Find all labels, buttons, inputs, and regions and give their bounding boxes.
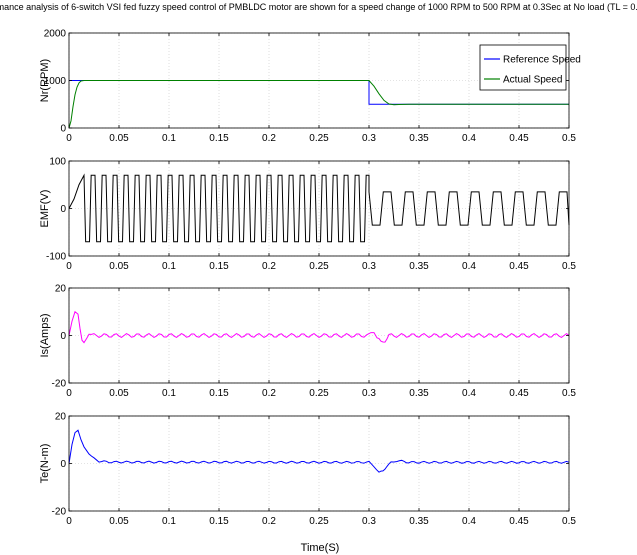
x-tick-label: 0.25 bbox=[309, 516, 329, 527]
legend-box bbox=[479, 44, 567, 91]
x-tick-label: 0.25 bbox=[309, 261, 329, 272]
y-tick-label: 20 bbox=[55, 412, 67, 423]
x-axis-label: Time(S) bbox=[301, 542, 340, 554]
y-tick-label: -20 bbox=[52, 507, 67, 518]
subplot-4: 0 0.05 0.1 0.15 0.2 0.25 0.3 0.35 0.4 0.45 0.5-200… bbox=[39, 412, 576, 528]
x-tick-label: 0.3 bbox=[362, 261, 376, 272]
x-tick-label: 0.45 bbox=[509, 388, 529, 399]
subplot-2: 0 0.05 0.1 0.15 0.2 0.25 0.3 0.35 0.4 0.45 0.5 -100… bbox=[39, 157, 576, 273]
x-tick-label: 0.15 bbox=[209, 261, 229, 272]
x-tick-label: 0.45 bbox=[509, 133, 529, 144]
x-tick-label: 0.35 bbox=[409, 516, 429, 527]
x-tick-label: 0.5 bbox=[562, 388, 576, 399]
y-tick-label: 0 bbox=[60, 124, 66, 135]
legend: Reference Speed Actual Speed bbox=[479, 44, 581, 91]
series-line-4-1 bbox=[68, 429, 570, 473]
series-line-1-2 bbox=[68, 80, 569, 129]
x-tick-label: 0 bbox=[66, 388, 72, 399]
x-tick-label: 0.5 bbox=[562, 133, 576, 144]
x-tick-label: 0 bbox=[66, 261, 72, 272]
subplot-1: 0 0.05 0.1 0.15 0.2 0.25 0.3 0.35 0.4 0.45 0.5 0 100… bbox=[39, 29, 581, 145]
figure-title: Performance analysis of 6-switch VSI fed… bbox=[0, 2, 637, 12]
subplot-stack: 0 0.05 0.1 0.15 0.2 0.25 0.3 0.35 0.4 0.45 0.5 0 100… bbox=[39, 29, 581, 528]
x-tick-label: 0 bbox=[66, 516, 72, 527]
x-tick-label: 0.5 bbox=[562, 261, 576, 272]
x-tick-label: 0.25 bbox=[309, 388, 329, 399]
subplot-3: 0 0.05 0.1 0.15 0.2 0.25 0.3 0.35 0.4 0.45 0.5-200… bbox=[39, 284, 576, 400]
series-line-2-1 bbox=[68, 173, 570, 243]
x-tick-label: 0.05 bbox=[109, 388, 129, 399]
x-tick-label: 0.35 bbox=[409, 133, 429, 144]
x-tick-label: 0.15 bbox=[209, 388, 229, 399]
x-tick-label: 0.15 bbox=[209, 133, 229, 144]
x-tick-label: 0.3 bbox=[362, 516, 376, 527]
x-tick-label: 0.35 bbox=[409, 388, 429, 399]
x-tick-label: 0 bbox=[66, 133, 72, 144]
y-tick-label: 1000 bbox=[44, 76, 67, 87]
x-tick-label: 0.15 bbox=[209, 516, 229, 527]
y-axis-label: Te(N-m) bbox=[39, 444, 51, 484]
x-tick-label: 0.4 bbox=[462, 261, 476, 272]
x-tick-label: 0.35 bbox=[409, 261, 429, 272]
y-tick-label: 0 bbox=[60, 331, 66, 342]
x-tick-label: 0.5 bbox=[562, 516, 576, 527]
x-tick-label: 0.4 bbox=[462, 516, 476, 527]
x-tick-label: 0.2 bbox=[262, 388, 276, 399]
x-tick-label: 0.05 bbox=[109, 133, 129, 144]
y-tick-label: 0 bbox=[60, 459, 66, 470]
y-tick-label: -20 bbox=[52, 379, 67, 390]
x-tick-label: 0.3 bbox=[362, 388, 376, 399]
x-tick-label: 0.2 bbox=[262, 516, 276, 527]
y-tick-label: 2000 bbox=[44, 29, 67, 40]
x-tick-label: 0.3 bbox=[362, 133, 376, 144]
x-tick-label: 0.4 bbox=[462, 133, 476, 144]
x-tick-label: 0.4 bbox=[462, 388, 476, 399]
y-tick-label: 20 bbox=[55, 284, 67, 295]
y-tick-label: -100 bbox=[46, 252, 66, 263]
x-tick-label: 0.05 bbox=[109, 261, 129, 272]
x-tick-label: 0.45 bbox=[509, 261, 529, 272]
x-tick-label: 0.1 bbox=[162, 133, 176, 144]
x-tick-label: 0.05 bbox=[109, 516, 129, 527]
x-tick-label: 0.1 bbox=[162, 516, 176, 527]
series-line-3-1 bbox=[68, 310, 570, 344]
y-axis-label: EMF(V) bbox=[39, 190, 51, 228]
y-axis-label: Is(Amps) bbox=[39, 314, 51, 358]
y-tick-label: 100 bbox=[49, 157, 66, 168]
y-axis-label: Nr(RPM) bbox=[39, 59, 51, 102]
x-tick-label: 0.25 bbox=[309, 133, 329, 144]
x-tick-label: 0.2 bbox=[262, 133, 276, 144]
legend-label: Reference Speed bbox=[503, 55, 581, 66]
x-tick-label: 0.2 bbox=[262, 261, 276, 272]
x-tick-label: 0.1 bbox=[162, 388, 176, 399]
legend-label: Actual Speed bbox=[503, 75, 563, 86]
x-tick-label: 0.1 bbox=[162, 261, 176, 272]
y-tick-label: 0 bbox=[60, 204, 66, 215]
x-tick-label: 0.45 bbox=[509, 516, 529, 527]
